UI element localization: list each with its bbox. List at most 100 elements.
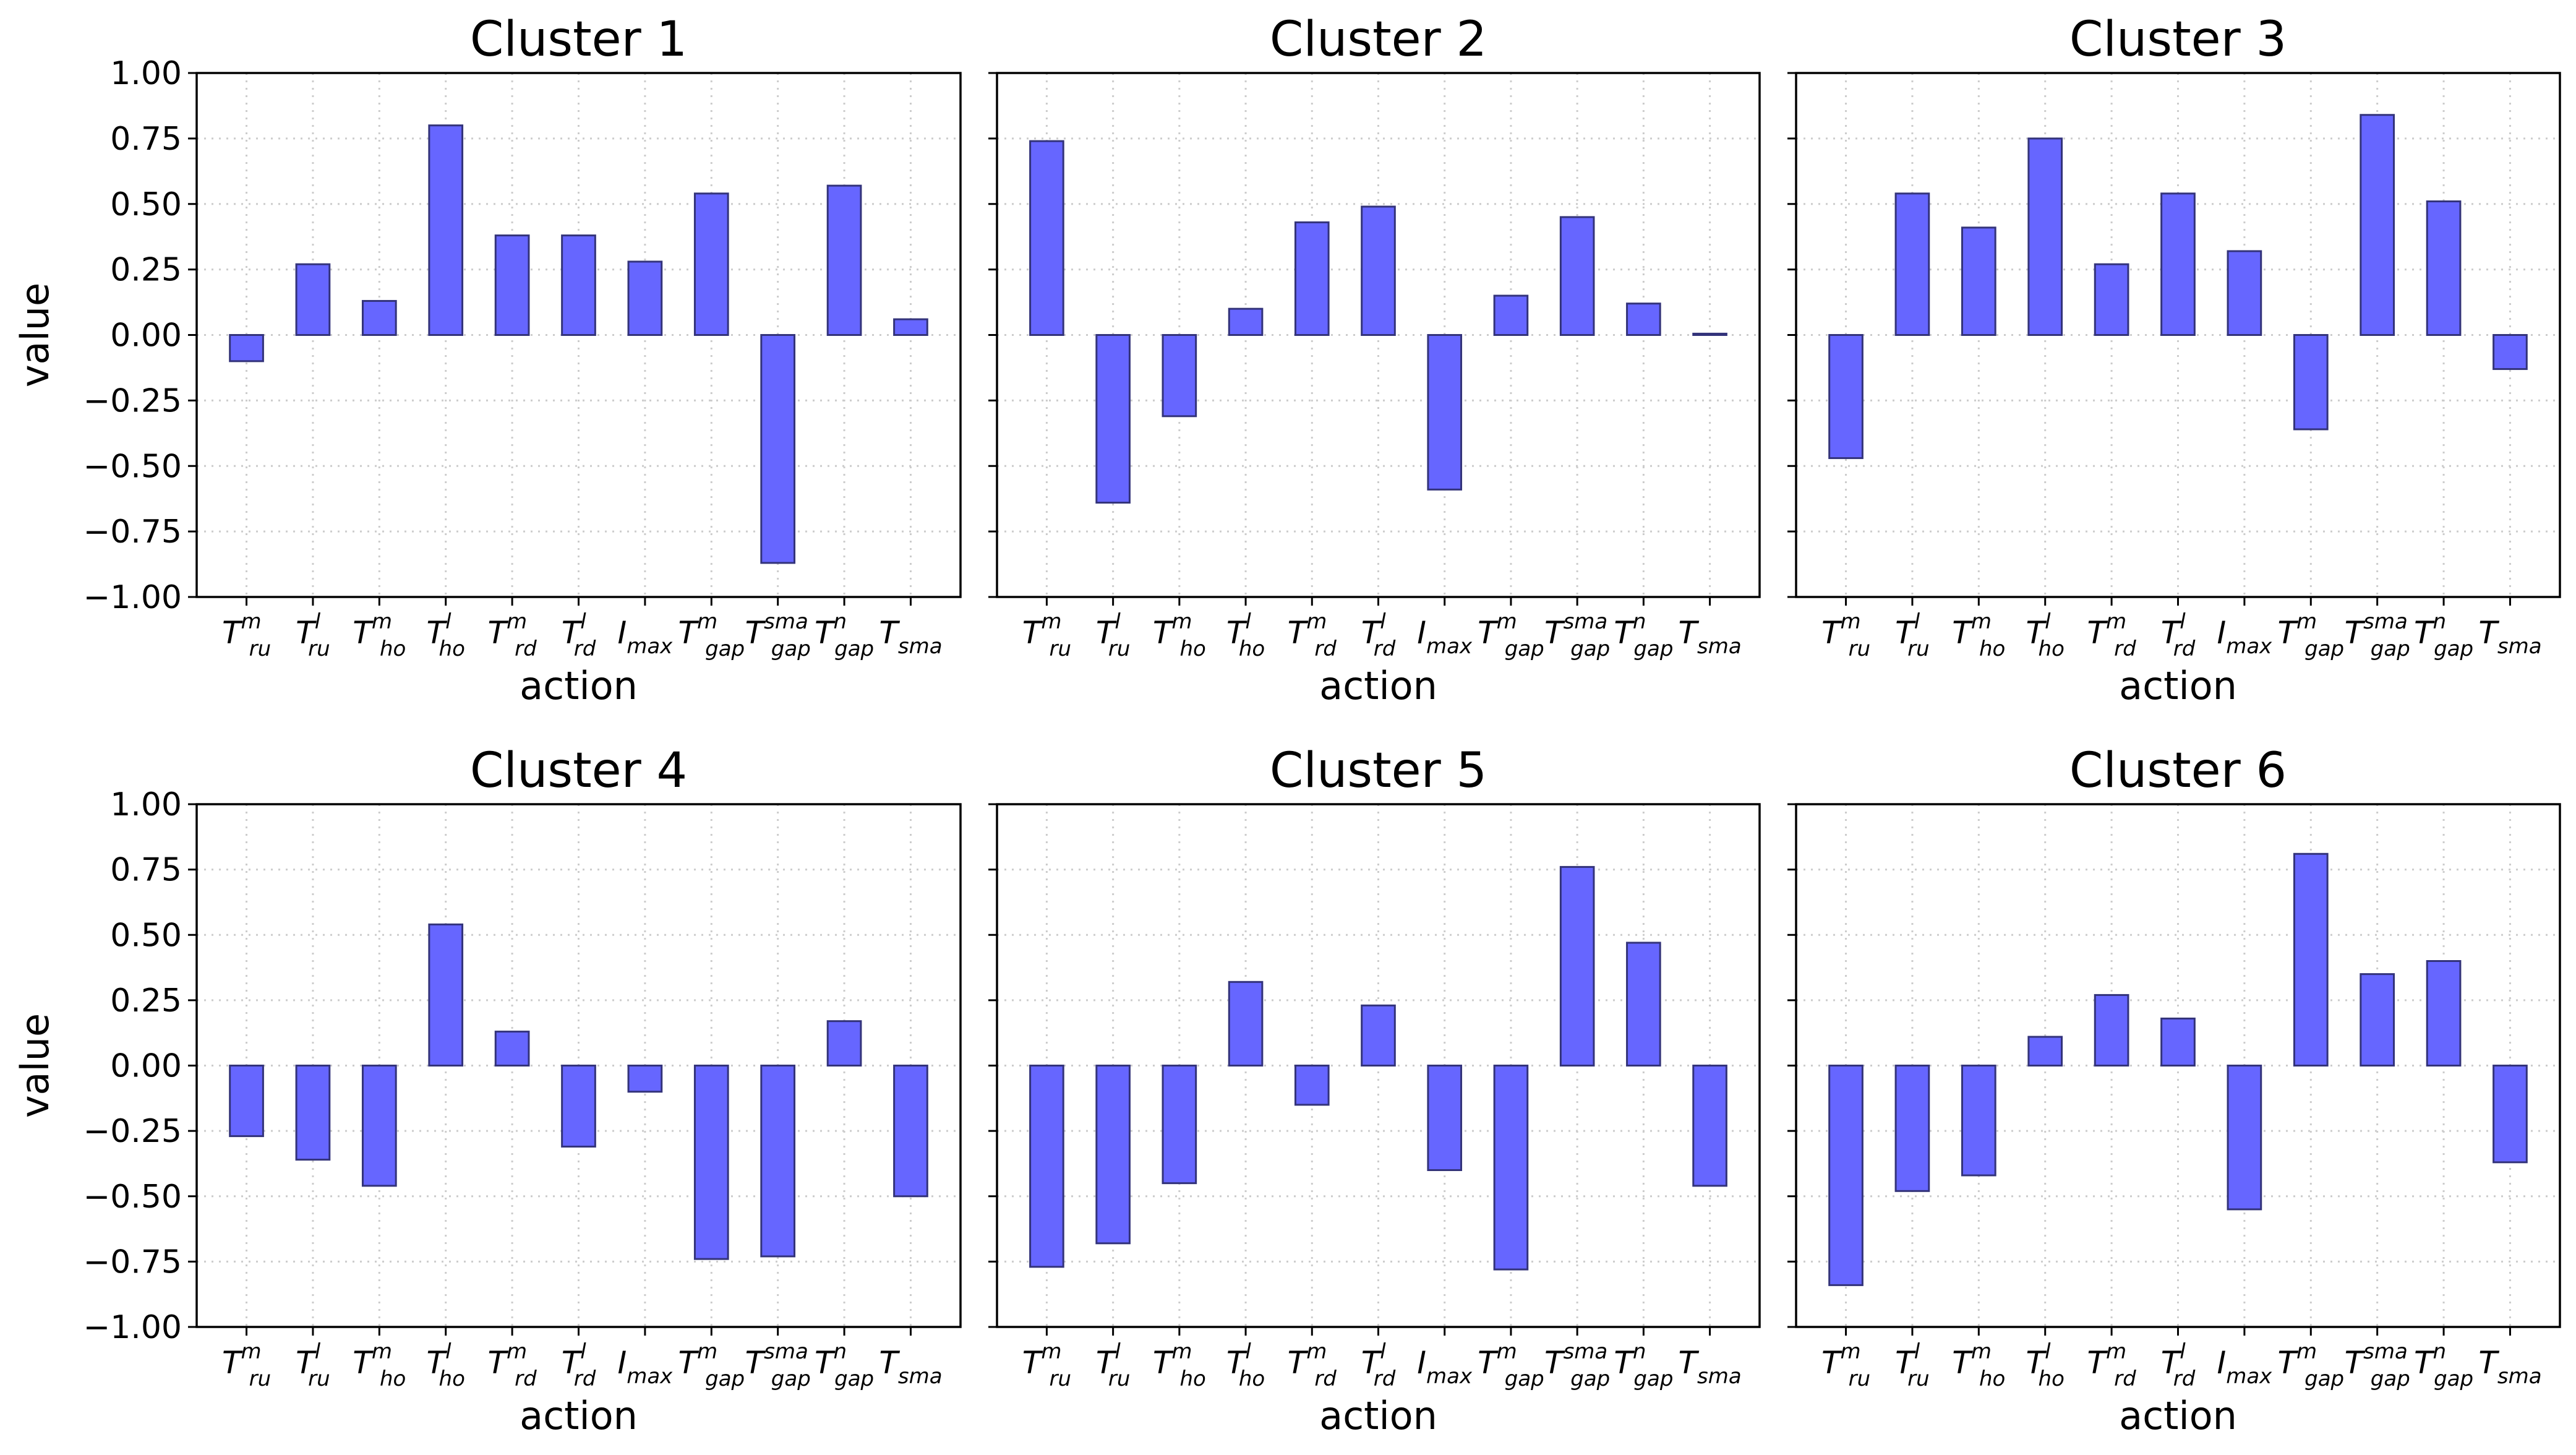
x-tick-label: Tl ru [296, 609, 330, 661]
x-tick-label: Imax [2217, 615, 2272, 659]
chart-panel-3: Tm ru Tl ru Tm ho Tl ho Tm rd Tl rd Imax Tm gap Tsma gap… [1787, 12, 2561, 708]
x-tick-label: Tm gap [1478, 1339, 1544, 1391]
bar-4 [1228, 981, 1264, 1067]
x-tick-label: Tsma [1678, 1345, 1741, 1389]
chart-panel-6: Tm ru Tl ru Tm ho Tl ho Tm rd Tl rd Imax Tm gap Tsma gap… [1787, 743, 2561, 1438]
x-tick-label: Tm ru [1022, 609, 1071, 661]
x-tick-label: Tl ho [2026, 609, 2065, 661]
x-axis-label: action [2119, 663, 2237, 708]
x-tick-label: Tm gap [678, 1339, 745, 1391]
bar-3 [1961, 1065, 1996, 1177]
chart-panel-1: −1.00 −0.75 −0.50 −0.25 0.00 0.25 0.50 0.75 1.00… [12, 12, 962, 708]
y-tick-label: 0.25 [110, 982, 182, 1019]
bar-2 [1095, 1065, 1131, 1245]
y-axis-label: value [12, 283, 58, 387]
x-tick-label: Imax [617, 1345, 673, 1389]
x-tick-label: Tm rd [487, 1339, 537, 1391]
y-tick-label: 0.25 [110, 252, 182, 289]
x-tick-label: Tsma gap [745, 609, 811, 661]
bar-5 [1294, 1065, 1330, 1106]
bar-5 [2094, 994, 2129, 1067]
x-tick-label: Tsma [2478, 1345, 2541, 1389]
chart-title: Cluster 1 [470, 12, 687, 67]
bar-9 [2360, 114, 2395, 336]
x-tick-label: Tm ho [1952, 1339, 2005, 1391]
y-tick-label: 0.50 [110, 917, 182, 954]
x-tick-label: Tm ru [222, 609, 271, 661]
x-tick-label: Tm rd [2087, 609, 2136, 661]
x-tick-label: Tl ru [1895, 609, 1930, 661]
x-tick-label: Tm gap [2277, 1339, 2344, 1391]
x-tick-label: Tl ru [1096, 1339, 1131, 1391]
y-tick-label: −0.25 [83, 382, 182, 419]
x-tick-label: Tn gap [815, 609, 874, 661]
x-tick-label: Tm rd [487, 609, 537, 661]
bar-6 [2160, 1017, 2196, 1067]
x-tick-label: Tsma gap [2345, 1339, 2410, 1391]
x-tick-label: Tsma [1678, 615, 1741, 659]
x-tick-label: Tn gap [1614, 1339, 1673, 1391]
x-tick-label: Tl ho [2026, 1339, 2065, 1391]
bar-2 [1095, 334, 1131, 504]
chart-panel-2: Tm ru Tl ru Tm ho Tl ho Tm rd Tl rd Imax Tm gap Tsma gap… [988, 12, 1761, 708]
x-axis-label: action [520, 663, 638, 708]
x-tick-label: Imax [2217, 1345, 2272, 1389]
y-tick-label: 0.00 [110, 1048, 182, 1085]
bar-1 [229, 1065, 264, 1138]
x-tick-label: Tl ho [1226, 609, 1265, 661]
x-tick-label: Tl ho [427, 609, 465, 661]
y-axis-label: value [12, 1013, 58, 1118]
x-tick-label: Tsma [879, 615, 942, 659]
bar-8 [2293, 852, 2329, 1067]
x-tick-label: Tm ho [1153, 609, 1206, 661]
bar-11 [1692, 1065, 1727, 1187]
y-tick-label: −0.50 [83, 1178, 182, 1216]
bar-1 [1828, 334, 1864, 460]
x-tick-label: Tn gap [2414, 609, 2473, 661]
bar-9 [760, 334, 796, 564]
bar-1 [1828, 1065, 1864, 1286]
bar-8 [693, 192, 729, 336]
x-tick-label: Tm rd [1288, 1339, 1337, 1391]
bar-10 [826, 184, 862, 337]
bar-10 [1626, 942, 1661, 1067]
bar-6 [1361, 205, 1396, 336]
x-axis-label: action [2119, 1393, 2237, 1438]
x-axis-label: action [520, 1393, 638, 1438]
y-tick-label: 0.75 [110, 121, 182, 158]
x-tick-label: Tm gap [2277, 609, 2344, 661]
x-tick-label: Imax [1417, 1345, 1473, 1389]
bar-5 [494, 1031, 530, 1067]
bar-10 [826, 1020, 862, 1067]
bar-1 [1029, 140, 1064, 337]
bar-3 [1162, 334, 1197, 418]
x-tick-label: Tn gap [1614, 609, 1673, 661]
bar-6 [561, 1065, 596, 1148]
bar-5 [494, 234, 530, 336]
bar-4 [2027, 1036, 2063, 1067]
x-tick-label: Tm ho [353, 609, 406, 661]
x-tick-label: Tl rd [2161, 609, 2196, 661]
bar-11 [2493, 334, 2528, 371]
bar-7 [2227, 1065, 2262, 1211]
x-tick-label: Tm rd [1288, 609, 1337, 661]
bar-7 [627, 1065, 663, 1093]
chart-title: Cluster 6 [2069, 743, 2287, 799]
bar-11 [893, 1065, 928, 1198]
bar-10 [2426, 960, 2462, 1067]
x-tick-label: Tl rd [1361, 1339, 1396, 1391]
x-tick-label: Tl ru [1096, 609, 1131, 661]
y-tick-label: −1.00 [83, 579, 182, 616]
bar-10 [2426, 200, 2462, 337]
bar-8 [1493, 1065, 1529, 1271]
bar-7 [1427, 334, 1463, 491]
bar-9 [1559, 865, 1595, 1067]
bar-4 [428, 124, 464, 336]
chart-title: Cluster 5 [1270, 743, 1487, 799]
bar-11 [1692, 332, 1727, 337]
x-tick-label: Tsma [2478, 615, 2541, 659]
y-tick-label: 1.00 [110, 55, 182, 92]
bar-8 [2293, 334, 2329, 431]
